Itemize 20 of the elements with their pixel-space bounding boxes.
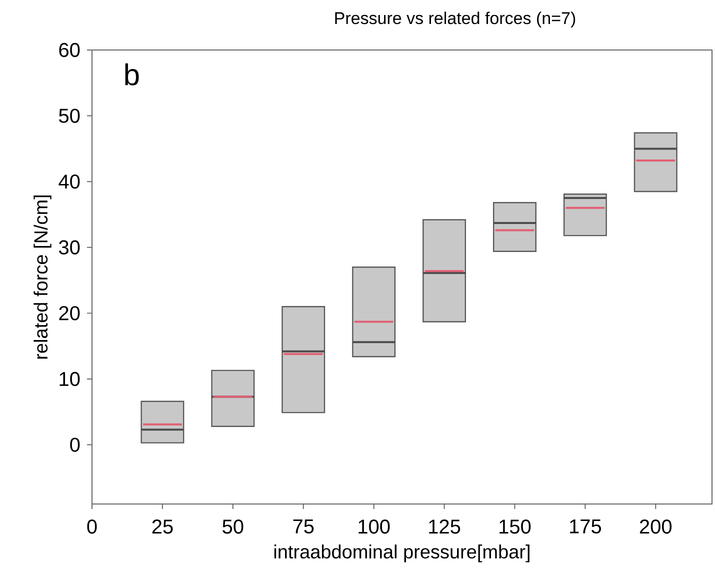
x-tick-label: 50: [222, 520, 244, 534]
y-tick-label: 40: [58, 174, 80, 189]
y-tick-label: 0: [70, 438, 80, 452]
y-tick-label: 30: [58, 240, 80, 254]
x-tick-label: 175: [570, 520, 602, 534]
y-tick-label: 50: [59, 108, 80, 123]
x-tick-label: 200: [640, 520, 672, 534]
chart-title: Pressure vs related forces (n=7): [335, 12, 576, 28]
x-tick-label: 25: [152, 520, 173, 534]
x-tick-label: 125: [429, 520, 460, 534]
annotation: b: [125, 63, 139, 86]
x-tick-label: 150: [500, 520, 531, 534]
x-tick-label: 0: [87, 520, 97, 534]
y-tick-label: 10: [60, 372, 80, 386]
y-tick-label: 20: [59, 306, 80, 320]
y-axis-title: related force [N/cm]: [34, 195, 52, 359]
x-axis-title: intraabdominal pressure[mbar]: [274, 544, 530, 562]
y-tick-label: 60: [59, 42, 80, 58]
x-tick-label: 75: [293, 520, 314, 534]
x-tick-label: 100: [358, 520, 390, 534]
